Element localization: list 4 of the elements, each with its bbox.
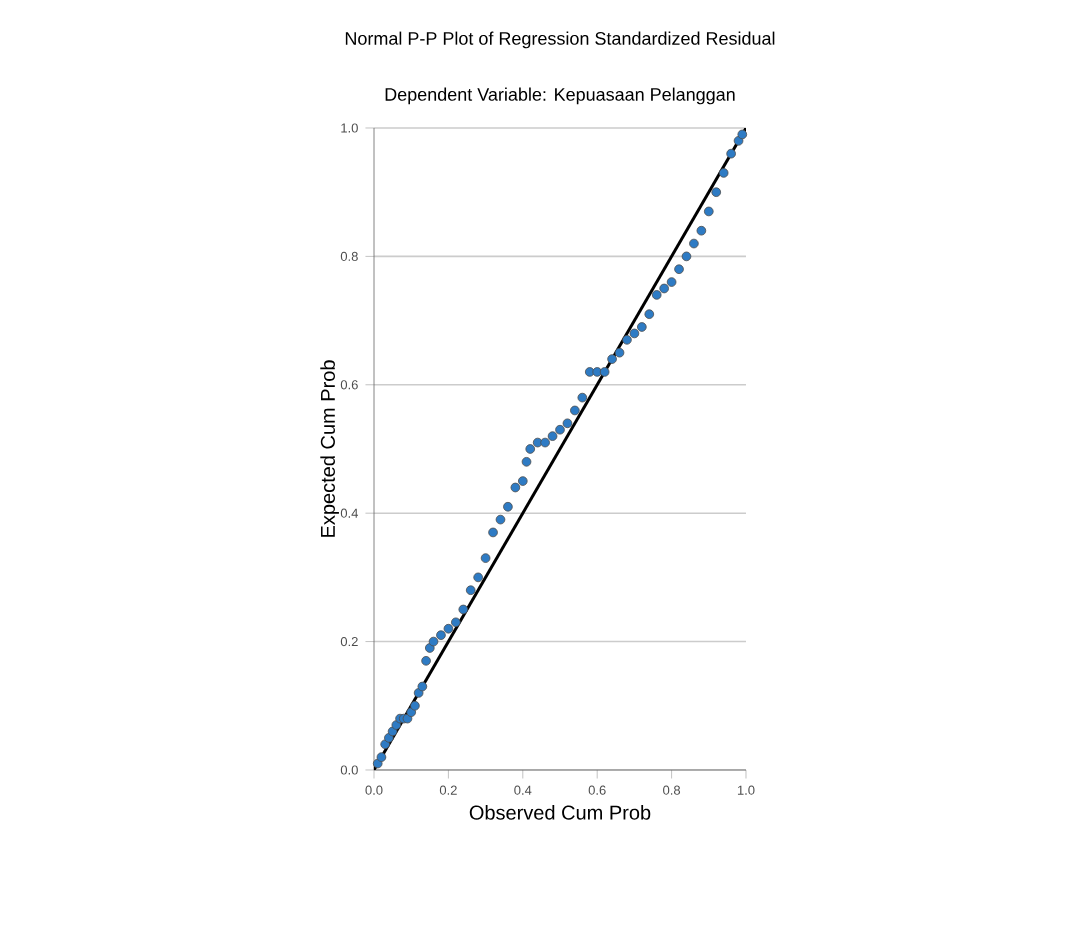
y-axis-title: Expected Cum Prob — [320, 360, 339, 537]
chart-title: Normal P-P Plot of Regression Standardized Residual — [345, 31, 775, 49]
chart-subtitle: Dependent Variable: Kepuasaan Pelanggan — [385, 87, 735, 105]
x-axis-title: Observed Cum Prob — [469, 805, 651, 820]
